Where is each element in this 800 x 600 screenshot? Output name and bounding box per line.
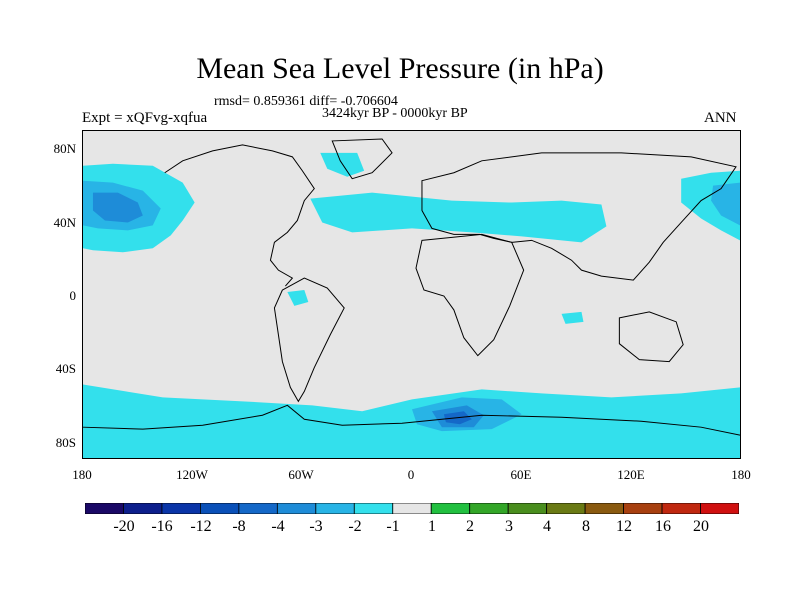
lon-label-120e: 120E (617, 467, 645, 482)
lon-label-60w: 60W (288, 467, 314, 482)
colorbar-label: 3 (505, 518, 513, 535)
colorbar-box (123, 503, 163, 514)
colorbar-label: -20 (113, 518, 135, 535)
north-america-coast (164, 144, 315, 287)
colorbar-box (85, 503, 124, 514)
colorbar-box (200, 503, 240, 514)
colorbar-box (392, 503, 432, 514)
arctic-canada-anomaly (320, 152, 365, 177)
colorbar-box (507, 503, 548, 514)
lat-label-80s: 80S (55, 435, 76, 450)
east-pacific-anomaly-mid (711, 182, 740, 226)
north-pacific-anomaly-core (92, 192, 143, 223)
lon-label-0: 0 (407, 467, 415, 482)
anomaly-fields (83, 152, 740, 458)
colorbar-label: 16 (655, 518, 671, 535)
colorbar-box (469, 503, 509, 514)
lon-label-60e: 60E (510, 467, 532, 482)
colorbar-label: -3 (309, 518, 323, 535)
colorbar-label: -12 (190, 518, 212, 535)
colorbar-box (276, 503, 317, 514)
colorbar-label: 1 (428, 518, 436, 535)
southern-ocean-band (83, 384, 740, 458)
colorbar-label: 4 (543, 518, 551, 535)
south-america-coast (273, 277, 345, 403)
period-subtitle: 3424kyr BP - 0000kyr BP (322, 106, 468, 121)
colorbar-box (546, 503, 586, 514)
map-title: Mean Sea Level Pressure (in hPa) (196, 52, 604, 85)
colorbar-label: -4 (271, 518, 285, 535)
season-label: ANN (704, 110, 737, 126)
colorbar-boxes (85, 503, 739, 514)
colorbar-box (238, 503, 278, 514)
north-atlantic-band (310, 192, 607, 243)
colorbar-box (623, 503, 663, 514)
colorbar-box (584, 503, 624, 514)
map-plot (82, 130, 741, 459)
lon-label-180e: 180 (731, 467, 751, 482)
colorbar-box (661, 503, 701, 514)
experiment-label: Expt = xQFvg-xqfua (82, 110, 208, 126)
colorbar-box (353, 503, 394, 514)
lat-label-80n: 80N (53, 141, 76, 156)
colorbar-label: -2 (348, 518, 362, 535)
antarctica-coast (83, 404, 740, 436)
colorbar-label: -8 (232, 518, 246, 535)
tropical-atlantic-spot (287, 290, 309, 306)
australia-coast (618, 311, 684, 363)
colorbar-label: 2 (466, 518, 474, 535)
africa-coast (415, 233, 525, 357)
colorbar-box (161, 503, 201, 514)
colorbar-box (430, 503, 471, 514)
colorbar-box (700, 503, 739, 514)
lon-label-120w: 120W (176, 467, 208, 482)
colorbar-label: -1 (386, 518, 400, 535)
lat-label-0: 0 (69, 288, 77, 303)
stats-line: rmsd= 0.859361 diff= -0.706604 (214, 94, 398, 109)
greenland-coast (331, 138, 393, 180)
indian-ocean-spot (561, 311, 584, 324)
coastlines (83, 138, 740, 436)
colorbar-label: 8 (582, 518, 590, 535)
colorbar (85, 503, 739, 514)
lat-label-40s: 40S (55, 361, 76, 376)
colorbar-box (315, 503, 355, 514)
colorbar-label: 20 (693, 518, 709, 535)
lon-label-180w: 180 (72, 467, 92, 482)
colorbar-label: 12 (616, 518, 632, 535)
lat-label-40n: 40N (53, 215, 76, 230)
colorbar-label: -16 (151, 518, 173, 535)
